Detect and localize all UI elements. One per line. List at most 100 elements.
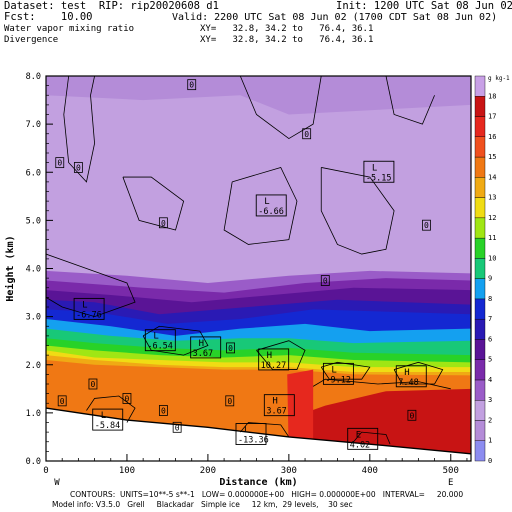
y-tick-label-3: 3.0 bbox=[26, 313, 41, 323]
zero-label-box-10 bbox=[158, 405, 168, 416]
extremum-value-5: 10.27 bbox=[261, 361, 287, 371]
extremum-letter-9: L bbox=[101, 411, 106, 421]
colorbar-label-16: 16 bbox=[488, 133, 496, 141]
colorbar-cell-15 bbox=[474, 136, 486, 158]
zero-label-12: 0 bbox=[227, 397, 232, 406]
colorbar-cell-4 bbox=[474, 359, 486, 381]
extremum-box-2 bbox=[73, 297, 105, 320]
xy1-line: XY= 32.8, 34.2 to 76.4, 36.1 bbox=[200, 24, 374, 34]
colorbar-label-3: 3 bbox=[488, 396, 492, 404]
y-tick-label-1: 1.0 bbox=[26, 409, 41, 419]
zero-label-3: 0 bbox=[304, 130, 309, 139]
extremum-box-3 bbox=[144, 329, 176, 352]
extremum-letter-4: H bbox=[199, 339, 204, 349]
zero-label-10: 0 bbox=[161, 406, 166, 415]
divergence-contour-13 bbox=[353, 431, 391, 445]
extremum-letter-0: L bbox=[372, 163, 377, 173]
divergence-contour-2 bbox=[385, 75, 435, 125]
colorbar-cell-7 bbox=[474, 298, 486, 320]
colorbar-label-11: 11 bbox=[488, 234, 496, 242]
y-tick-label-8: 8.0 bbox=[26, 72, 41, 82]
extremum-value-2: -6.76 bbox=[76, 310, 102, 320]
zero-label-box-3 bbox=[302, 128, 312, 140]
zero-label-2: 0 bbox=[76, 163, 81, 172]
init-line: Init: 1200 UTC Sat 08 Jun 02 bbox=[336, 0, 512, 12]
zero-label-6: 0 bbox=[323, 277, 328, 286]
divergence-contour-10 bbox=[393, 361, 444, 385]
y-tick-label-6: 6.0 bbox=[26, 168, 41, 178]
zero-label-7: 0 bbox=[60, 397, 65, 406]
zero-label-box-4 bbox=[158, 217, 168, 229]
y-tick-label-2: 2.0 bbox=[26, 361, 41, 371]
zero-label-box-9 bbox=[122, 393, 132, 404]
x-tick-label-1: 100 bbox=[119, 466, 135, 476]
zero-label-8: 0 bbox=[91, 380, 96, 389]
colorbar-cell-17 bbox=[474, 96, 486, 117]
extremum-letter-7: H bbox=[404, 368, 409, 378]
colorbar-cell-1 bbox=[474, 420, 486, 441]
x-tick-label-2: 200 bbox=[200, 466, 216, 476]
zero-label-box-12 bbox=[225, 395, 235, 407]
divergence-contour-4 bbox=[223, 166, 298, 245]
extremum-box-4 bbox=[190, 336, 222, 359]
divergence-contour-0 bbox=[63, 75, 95, 183]
x-tick-label-0: 0 bbox=[43, 466, 48, 476]
extremum-box-1 bbox=[255, 194, 287, 217]
divergence-contour-8 bbox=[256, 340, 306, 370]
zero-label-13: 0 bbox=[228, 344, 233, 353]
extremum-letter-5: H bbox=[267, 351, 272, 361]
zero-label-box-5 bbox=[422, 219, 431, 231]
divergence-contour-14 bbox=[312, 378, 451, 390]
colorbar-cell-16 bbox=[474, 116, 486, 137]
colorbar-cell-2 bbox=[474, 400, 486, 421]
terrain bbox=[46, 408, 471, 461]
field1-line: Water vapor mixing ratio bbox=[4, 24, 135, 34]
colorbar-label-13: 13 bbox=[488, 194, 496, 202]
zero-label-5: 0 bbox=[424, 221, 429, 230]
colorbar-cell-14 bbox=[474, 156, 486, 178]
zero-label-14: 0 bbox=[409, 411, 414, 420]
zero-label-box-14 bbox=[407, 409, 417, 421]
colorbar-label-10: 10 bbox=[488, 254, 496, 262]
extremum-value-3: -6.54 bbox=[147, 342, 173, 352]
zero-label-box-11 bbox=[172, 421, 182, 433]
colorbar-label-6: 6 bbox=[488, 335, 492, 343]
extremum-box-9 bbox=[92, 408, 124, 431]
extremum-value-9: -5.84 bbox=[95, 421, 121, 431]
x-axis-label: Distance (km) bbox=[219, 476, 297, 488]
zero-label-box-0 bbox=[187, 79, 197, 91]
extremum-value-8: 3.67 bbox=[266, 407, 286, 417]
colorbar-cell-13 bbox=[474, 177, 486, 198]
extremum-letter-1: L bbox=[264, 197, 269, 207]
colorbar-label-12: 12 bbox=[488, 214, 496, 222]
contours-note: CONTOURS: UNITS=10**-5 s**-1 LOW= 0.0000… bbox=[70, 490, 464, 499]
colorbar-label-2: 2 bbox=[488, 416, 492, 424]
x-tick-label-4: 400 bbox=[362, 466, 378, 476]
colorbar-label-15: 15 bbox=[488, 153, 496, 161]
end-label-west: W bbox=[54, 478, 60, 488]
y-tick-label-5: 5.0 bbox=[26, 216, 41, 226]
zero-label-1: 0 bbox=[57, 159, 62, 168]
colorbar-label-5: 5 bbox=[488, 356, 492, 364]
colorbar-cell-11 bbox=[474, 217, 486, 239]
colorbar-label-17: 17 bbox=[488, 113, 496, 121]
extremum-value-6: -9.12 bbox=[325, 375, 351, 385]
colorbar-cell-3 bbox=[474, 379, 486, 401]
extremum-value-1: -6.66 bbox=[258, 207, 284, 217]
zero-label-box-2 bbox=[73, 162, 83, 173]
extremum-box-7 bbox=[395, 365, 427, 388]
divergence-contour-11 bbox=[86, 395, 136, 423]
extremum-letter-3: L bbox=[153, 332, 158, 342]
colorbar-cell-18 bbox=[474, 75, 486, 97]
colorbar-unit: g kg-1 bbox=[488, 75, 510, 82]
valid-line: Valid: 2200 UTC Sat 08 Jun 02 (1700 CDT … bbox=[172, 12, 498, 23]
zero-label-0: 0 bbox=[189, 81, 194, 90]
extremum-value-7: 7.48 bbox=[398, 378, 418, 388]
zero-label-box-6 bbox=[320, 275, 330, 286]
extremum-box-5 bbox=[258, 348, 290, 371]
colorbar-label-4: 4 bbox=[488, 376, 492, 384]
colorbar-label-8: 8 bbox=[488, 295, 492, 303]
terrain-line bbox=[45, 407, 472, 455]
y-tick-label-0: 0.0 bbox=[26, 457, 41, 467]
